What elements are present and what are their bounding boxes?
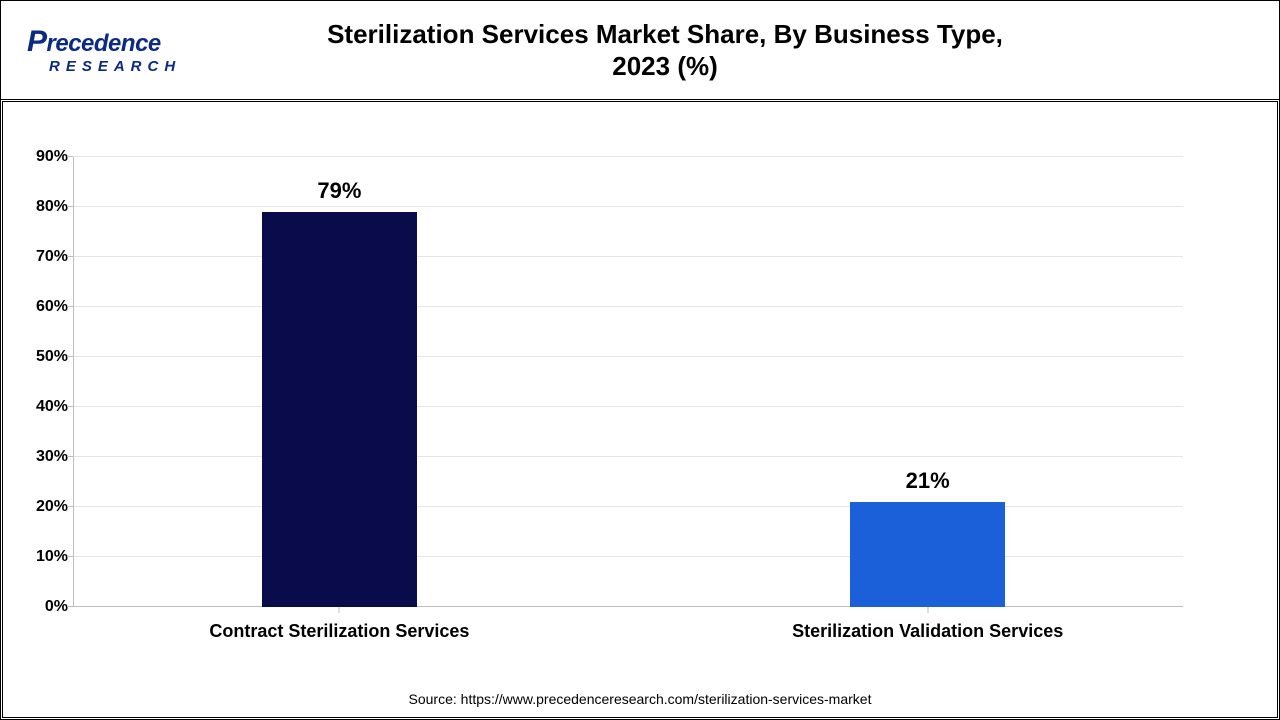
y-tick-label: 70% (18, 248, 68, 266)
grid-line (73, 206, 1183, 207)
x-category-label: Contract Sterilization Services (209, 621, 469, 642)
grid-line (73, 306, 1183, 307)
grid-line (73, 506, 1183, 507)
chart-outer: Precedence RESEARCH Sterilization Servic… (0, 0, 1280, 720)
x-tick-mark (339, 607, 340, 613)
title-line2: 2023 (%) (612, 51, 718, 81)
bar-value-label: 79% (239, 178, 439, 204)
y-tick-label: 40% (18, 398, 68, 416)
chart-area: 0% 10% 20% 30% 40% 50% 60% 70% 80% 90% 79% Contract… (2, 101, 1278, 718)
title-line1: Sterilization Services Market Share, By … (327, 19, 1003, 49)
logo-line2: RESEARCH (49, 59, 181, 74)
grid-line (73, 456, 1183, 457)
x-axis (73, 606, 1183, 607)
x-tick-mark (927, 607, 928, 613)
bar (850, 502, 1005, 607)
y-tick-label: 20% (18, 498, 68, 516)
y-tick-label: 60% (18, 298, 68, 316)
brand-logo: Precedence RESEARCH (21, 27, 221, 74)
y-tick-label: 80% (18, 198, 68, 216)
logo-line1: Precedence (27, 27, 161, 57)
y-tick-label: 10% (18, 548, 68, 566)
grid-line (73, 556, 1183, 557)
grid-line (73, 406, 1183, 407)
y-axis (73, 157, 74, 607)
x-category-label: Sterilization Validation Services (792, 621, 1063, 642)
bar-value-label: 21% (828, 468, 1028, 494)
plot: 0%10%20%30%40%50%60%70%80%90%79%Contract… (73, 157, 1183, 607)
y-tick-label: 0% (18, 598, 68, 616)
y-tick-label: 90% (18, 148, 68, 166)
grid-line (73, 356, 1183, 357)
bar (262, 212, 417, 607)
chart-title: Sterilization Services Market Share, By … (221, 18, 1259, 83)
source-text: Source: https://www.precedenceresearch.c… (3, 691, 1277, 707)
grid-line (73, 256, 1183, 257)
y-tick-label: 50% (18, 348, 68, 366)
grid-line (73, 156, 1183, 157)
title-band: Precedence RESEARCH Sterilization Servic… (1, 1, 1279, 100)
y-tick-label: 30% (18, 448, 68, 466)
